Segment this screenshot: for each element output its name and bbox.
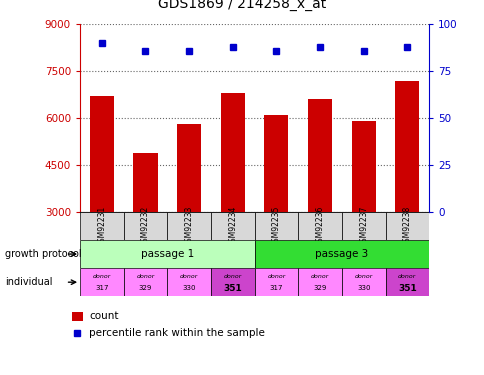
Bar bbox=[341, 268, 385, 296]
Bar bbox=[264, 115, 288, 212]
Bar bbox=[177, 124, 201, 212]
Text: 317: 317 bbox=[95, 285, 108, 291]
Bar bbox=[385, 212, 428, 240]
Text: donor: donor bbox=[310, 274, 329, 279]
Text: GSM92237: GSM92237 bbox=[359, 205, 367, 247]
Text: individual: individual bbox=[5, 277, 52, 287]
Bar bbox=[254, 268, 298, 296]
Text: GSM92238: GSM92238 bbox=[402, 206, 411, 247]
Text: donor: donor bbox=[136, 274, 154, 279]
Bar bbox=[211, 268, 254, 296]
Text: 351: 351 bbox=[397, 284, 416, 293]
Text: percentile rank within the sample: percentile rank within the sample bbox=[89, 328, 264, 338]
Bar bbox=[80, 240, 254, 268]
Text: 351: 351 bbox=[223, 284, 242, 293]
Bar bbox=[123, 268, 167, 296]
Text: 330: 330 bbox=[356, 285, 370, 291]
Bar bbox=[80, 212, 123, 240]
Bar bbox=[254, 212, 298, 240]
Bar bbox=[211, 212, 254, 240]
Bar bbox=[133, 153, 157, 212]
Bar bbox=[90, 96, 114, 212]
Bar bbox=[72, 312, 83, 321]
Bar bbox=[254, 240, 428, 268]
Bar bbox=[341, 212, 385, 240]
Text: donor: donor bbox=[397, 274, 416, 279]
Text: passage 1: passage 1 bbox=[140, 249, 194, 259]
Bar bbox=[298, 268, 341, 296]
Bar bbox=[298, 212, 341, 240]
Text: GSM92232: GSM92232 bbox=[141, 206, 150, 247]
Bar bbox=[351, 121, 375, 212]
Bar bbox=[307, 99, 332, 212]
Text: GSM92236: GSM92236 bbox=[315, 205, 324, 247]
Text: growth protocol: growth protocol bbox=[5, 249, 81, 259]
Text: GSM92231: GSM92231 bbox=[97, 206, 106, 247]
Text: 329: 329 bbox=[138, 285, 152, 291]
Text: 317: 317 bbox=[269, 285, 283, 291]
Text: GDS1869 / 214258_x_at: GDS1869 / 214258_x_at bbox=[158, 0, 326, 11]
Bar bbox=[80, 268, 123, 296]
Bar bbox=[167, 268, 211, 296]
Text: count: count bbox=[89, 311, 118, 321]
Text: GSM92234: GSM92234 bbox=[228, 205, 237, 247]
Bar bbox=[220, 93, 244, 212]
Text: passage 3: passage 3 bbox=[315, 249, 368, 259]
Bar bbox=[167, 212, 211, 240]
Text: donor: donor bbox=[354, 274, 372, 279]
Text: donor: donor bbox=[267, 274, 285, 279]
Text: donor: donor bbox=[180, 274, 198, 279]
Text: 329: 329 bbox=[313, 285, 326, 291]
Bar bbox=[385, 268, 428, 296]
Bar bbox=[394, 81, 419, 212]
Text: 330: 330 bbox=[182, 285, 196, 291]
Text: GSM92235: GSM92235 bbox=[272, 205, 280, 247]
Text: donor: donor bbox=[223, 274, 242, 279]
Text: GSM92233: GSM92233 bbox=[184, 205, 193, 247]
Bar bbox=[123, 212, 167, 240]
Text: donor: donor bbox=[92, 274, 111, 279]
